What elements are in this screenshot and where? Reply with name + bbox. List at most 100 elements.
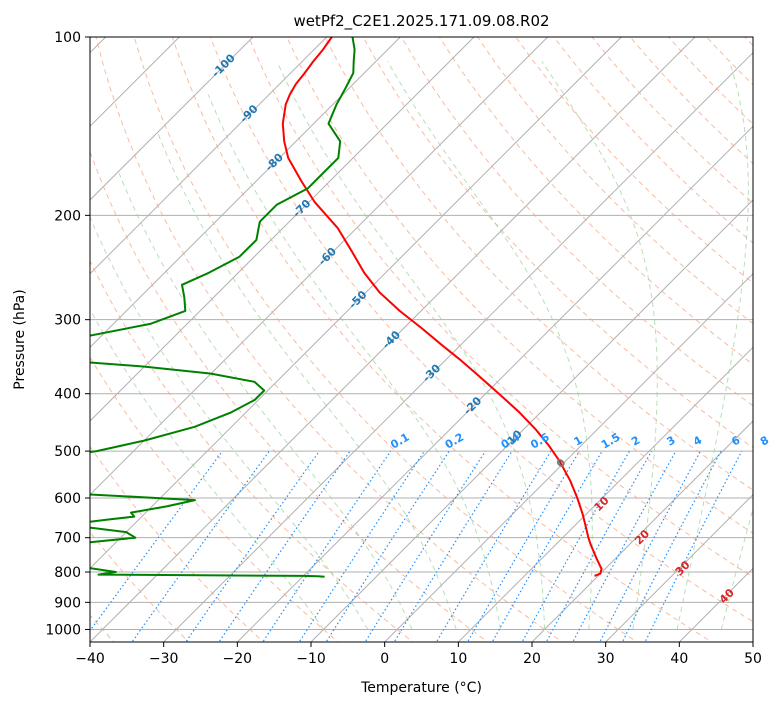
dry-adiabat-line [400,37,753,407]
dry-adiabat-line [477,37,753,325]
moist-adiabat-line [207,94,501,630]
mixing-ratio-line [393,450,513,642]
moist-adiabat-line [276,61,546,630]
x-axis-label: Temperature (°C) [360,680,482,696]
mixing-ratio-line [466,450,580,642]
y-axis: 100 200 300 400 500 600 700 800 900 1000 [45,30,90,638]
isotherm-line [605,493,753,642]
dry-adiabat-line [553,37,753,244]
y-tick-label: 1000 [45,622,81,638]
dry-adiabat-line [668,37,753,125]
dry-adiabat-line [324,37,753,491]
x-tick-label: −40 [75,651,105,667]
temperature-profile [281,37,603,577]
isotherm-line [90,37,401,349]
chart-title: wetPf2_C2E1.2025.171.09.08.R02 [293,12,549,31]
y-tick-label: 400 [54,387,81,403]
isotherm-line [457,346,753,642]
mixing-ratio-line [90,450,223,632]
isotherm-line [236,125,753,642]
mixing-ratio-label: 2 [629,434,642,449]
isotherm-line [90,37,254,201]
mixing-ratio-line [364,450,486,642]
mixing-ratio-label: 1 [572,434,585,449]
moist-adiabat-line [387,61,593,630]
mixing-ratio-line [325,450,450,642]
isotherm-line [531,420,753,642]
y-tick-label: 700 [54,531,81,547]
isotherm-line [90,37,328,275]
dry-adiabat-line [90,445,265,642]
x-tick-label: 50 [744,651,762,667]
y-tick-label: 300 [54,313,81,329]
dry-adiabat-line [248,37,753,578]
moist-adiabat-line [90,308,324,630]
y-tick-label: 200 [54,208,81,224]
dry-adiabat-line [90,531,190,642]
dry-adiabat-line [362,37,753,449]
y-tick-label: 600 [54,491,81,507]
mixing-ratio-label: 0.6 [528,430,552,451]
mixing-ratio-line [599,450,702,642]
dry-adiabat-line [744,37,753,47]
x-tick-label: −10 [296,651,326,667]
x-tick-label: 0 [380,651,389,667]
dry-adiabat-line [95,37,564,642]
moist-adiabat-line [118,173,413,630]
mixing-ratio-line [131,450,270,642]
mixing-ratio-line [621,450,722,642]
dewpoint-profile [90,37,356,578]
mixing-ratio-line [572,450,677,642]
mixing-ratio-line [644,450,743,642]
mixing-ratio-label: 8 [758,434,771,449]
x-axis: −40 −30 −20 −10 0 10 20 30 40 50 [75,642,762,667]
dry-adiabat-line [438,37,753,366]
moist-adiabat-line [90,215,369,630]
mixing-ratio-label: 1.5 [599,431,622,452]
dry-adiabat-line [90,150,489,642]
wet-bulb-label: 0 [554,456,569,471]
mixing-ratio-line [298,450,425,642]
isotherm-line [163,51,753,642]
isotherm-line [90,37,475,422]
dry-adiabat-line [210,37,753,623]
dry-adiabat-line [90,259,414,642]
isotherm-line [90,37,549,496]
isotherm-line [752,641,753,642]
mixing-ratio-line [218,450,351,642]
isotherm-line [384,272,753,642]
x-tick-label: −20 [223,651,253,667]
mixing-ratio-label: 6 [729,433,742,448]
mixing-ratio-line [262,450,392,642]
x-tick-label: 40 [670,651,688,667]
isotherm-line [90,37,622,570]
plot-frame [89,36,754,643]
y-tick-label: 100 [54,30,81,46]
x-tick-label: 30 [597,651,615,667]
x-tick-label: −30 [149,651,179,667]
x-tick-label: 20 [523,651,541,667]
mixing-ratio-label: 3 [664,434,677,449]
profile-lines [90,37,603,578]
dry-adiabat-line [591,37,753,204]
wet-bulb-label: 30 [673,558,693,578]
dry-adiabat-line [171,37,713,642]
mixing-ratio-line [185,450,320,642]
moist-adiabat-line [157,132,457,630]
y-tick-label: 500 [54,444,81,460]
plot-area [90,37,753,642]
y-tick-label: 800 [54,565,81,581]
isotherm-line [678,567,753,642]
mixing-ratio-label: 4 [691,433,704,448]
x-tick-label: 10 [449,651,467,667]
isotherm-line [90,37,696,642]
background-line-labels: -100-90-80-70-60-50-40-30-20-100.1 0.2 0.4… [209,51,771,606]
isotherm-line [310,199,753,642]
dry-adiabat-line [133,37,638,642]
y-axis-label: Pressure (hPa) [12,289,28,389]
wet-bulb-label: 40 [717,586,737,606]
moist-adiabat-line [676,61,749,630]
dry-adiabat-line [90,356,339,642]
moist-adiabat-line [720,506,753,630]
